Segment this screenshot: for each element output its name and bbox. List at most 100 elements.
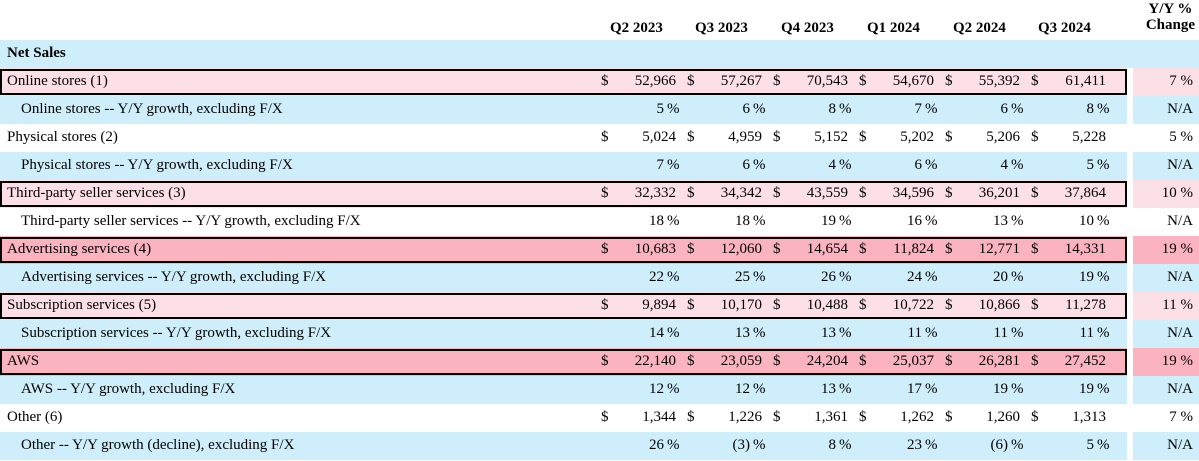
percent-sign: % [753, 269, 766, 285]
yoy-header-line1: Y/Y % [1148, 1, 1193, 17]
percent-sign: % [667, 213, 680, 229]
value-cell: 26,281 [978, 353, 1020, 369]
percent-sign: % [925, 213, 938, 229]
dollar-sign: $ [773, 241, 781, 257]
dollar-sign: $ [1031, 129, 1039, 145]
value-cell: 37,864 [1064, 185, 1106, 201]
growth-cell: 18 [649, 213, 664, 229]
value-cell: 10,866 [978, 297, 1020, 313]
value-cell: 1,361 [814, 409, 848, 425]
column-gap [1127, 376, 1133, 404]
yoy-change-cell: 7 % [1169, 409, 1193, 425]
value-cell: 10,170 [720, 297, 762, 313]
percent-sign: % [925, 325, 938, 341]
growth-cell: 19 [821, 213, 836, 229]
row-label: Subscription services -- Y/Y growth, exc… [21, 325, 332, 341]
dollar-sign: $ [773, 297, 781, 313]
value-cell: 36,201 [978, 185, 1020, 201]
percent-sign: % [1011, 213, 1024, 229]
dollar-sign: $ [859, 241, 867, 257]
row-label: Other -- Y/Y growth (decline), excluding… [21, 437, 295, 453]
yoy-change-cell: 11 % [1162, 297, 1193, 313]
percent-sign: % [753, 157, 766, 173]
column-gap [1127, 292, 1133, 320]
percent-sign: % [839, 101, 852, 117]
column-gap [1127, 96, 1133, 124]
row-label: Online stores (1) [7, 73, 108, 89]
table-row: Subscription services (5) $9,894 $10,170 $1… [0, 292, 1199, 320]
dollar-sign: $ [601, 73, 609, 89]
growth-cell: 11 [1079, 325, 1094, 341]
column-gap [1127, 180, 1133, 208]
growth-cell: 6 [742, 157, 751, 173]
table-row: Third-party seller services (3) $32,332 $3… [0, 180, 1199, 208]
percent-sign: % [1097, 325, 1110, 341]
value-cell: 43,559 [806, 185, 848, 201]
dollar-sign: $ [859, 129, 867, 145]
value-cell: 12,771 [978, 241, 1020, 257]
value-cell: 10,683 [634, 241, 676, 257]
yoy-change-cell: 10 % [1161, 185, 1193, 201]
percent-sign: % [839, 381, 852, 397]
value-cell: 1,226 [728, 409, 762, 425]
column-gap [1127, 264, 1133, 292]
percent-sign: % [1011, 269, 1024, 285]
growth-cell: 23 [907, 437, 922, 453]
growth-cell: (6) [990, 437, 1009, 453]
dollar-sign: $ [687, 129, 695, 145]
percent-sign: % [1097, 157, 1110, 173]
percent-sign: % [1097, 269, 1110, 285]
yoy-change-cell: 19 % [1161, 353, 1193, 369]
percent-sign: % [753, 437, 766, 453]
highlight-box [0, 237, 1127, 263]
value-cell: 23,059 [720, 353, 762, 369]
percent-sign: % [667, 381, 680, 397]
dollar-sign: $ [859, 297, 867, 313]
percent-sign: % [925, 101, 938, 117]
dollar-sign: $ [773, 353, 781, 369]
growth-cell: 17 [907, 381, 922, 397]
value-cell: 27,452 [1064, 353, 1106, 369]
row-label: Subscription services (5) [7, 297, 157, 313]
table-row: Physical stores (2) $5,024 $4,959 $5,152 $5,… [0, 124, 1199, 152]
row-label: Advertising services -- Y/Y growth, excl… [21, 269, 327, 285]
value-cell: 10,722 [892, 297, 934, 313]
dollar-sign: $ [945, 241, 953, 257]
value-cell: 10,488 [806, 297, 848, 313]
dollar-sign: $ [1031, 241, 1039, 257]
yoy-change-cell: N/A [1167, 269, 1193, 285]
growth-cell: 8 [1086, 101, 1095, 117]
percent-sign: % [1097, 213, 1110, 229]
row-label: Third-party seller services (3) [7, 185, 186, 201]
percent-sign: % [925, 381, 938, 397]
value-cell: 54,670 [892, 73, 934, 89]
value-cell: 11,278 [1065, 297, 1106, 313]
growth-cell: 6 [914, 157, 923, 173]
value-cell: 5,152 [814, 129, 848, 145]
percent-sign: % [1011, 381, 1024, 397]
dollar-sign: $ [945, 353, 953, 369]
percent-sign: % [667, 157, 680, 173]
dollar-sign: $ [1031, 73, 1039, 89]
row-label: Advertising services (4) [7, 241, 152, 257]
growth-cell: 8 [828, 437, 837, 453]
dollar-sign: $ [601, 353, 609, 369]
dollar-sign: $ [859, 73, 867, 89]
growth-cell: 14 [649, 325, 664, 341]
percent-sign: % [839, 269, 852, 285]
yoy-change-cell: 5 % [1169, 129, 1193, 145]
percent-sign: % [753, 325, 766, 341]
percent-sign: % [839, 213, 852, 229]
growth-cell: 12 [649, 381, 664, 397]
column-gap [1127, 236, 1133, 264]
yoy-change-cell: N/A [1167, 157, 1193, 173]
value-cell: 1,260 [986, 409, 1020, 425]
growth-cell: 19 [993, 381, 1008, 397]
dollar-sign: $ [945, 297, 953, 313]
growth-cell: 11 [993, 325, 1008, 341]
value-cell: 12,060 [720, 241, 762, 257]
table-row: AWS -- Y/Y growth, excluding F/X 12% 12% 13… [0, 376, 1199, 404]
percent-sign: % [753, 213, 766, 229]
yoy-header-line2: Change [1145, 17, 1195, 33]
dollar-sign: $ [945, 73, 953, 89]
